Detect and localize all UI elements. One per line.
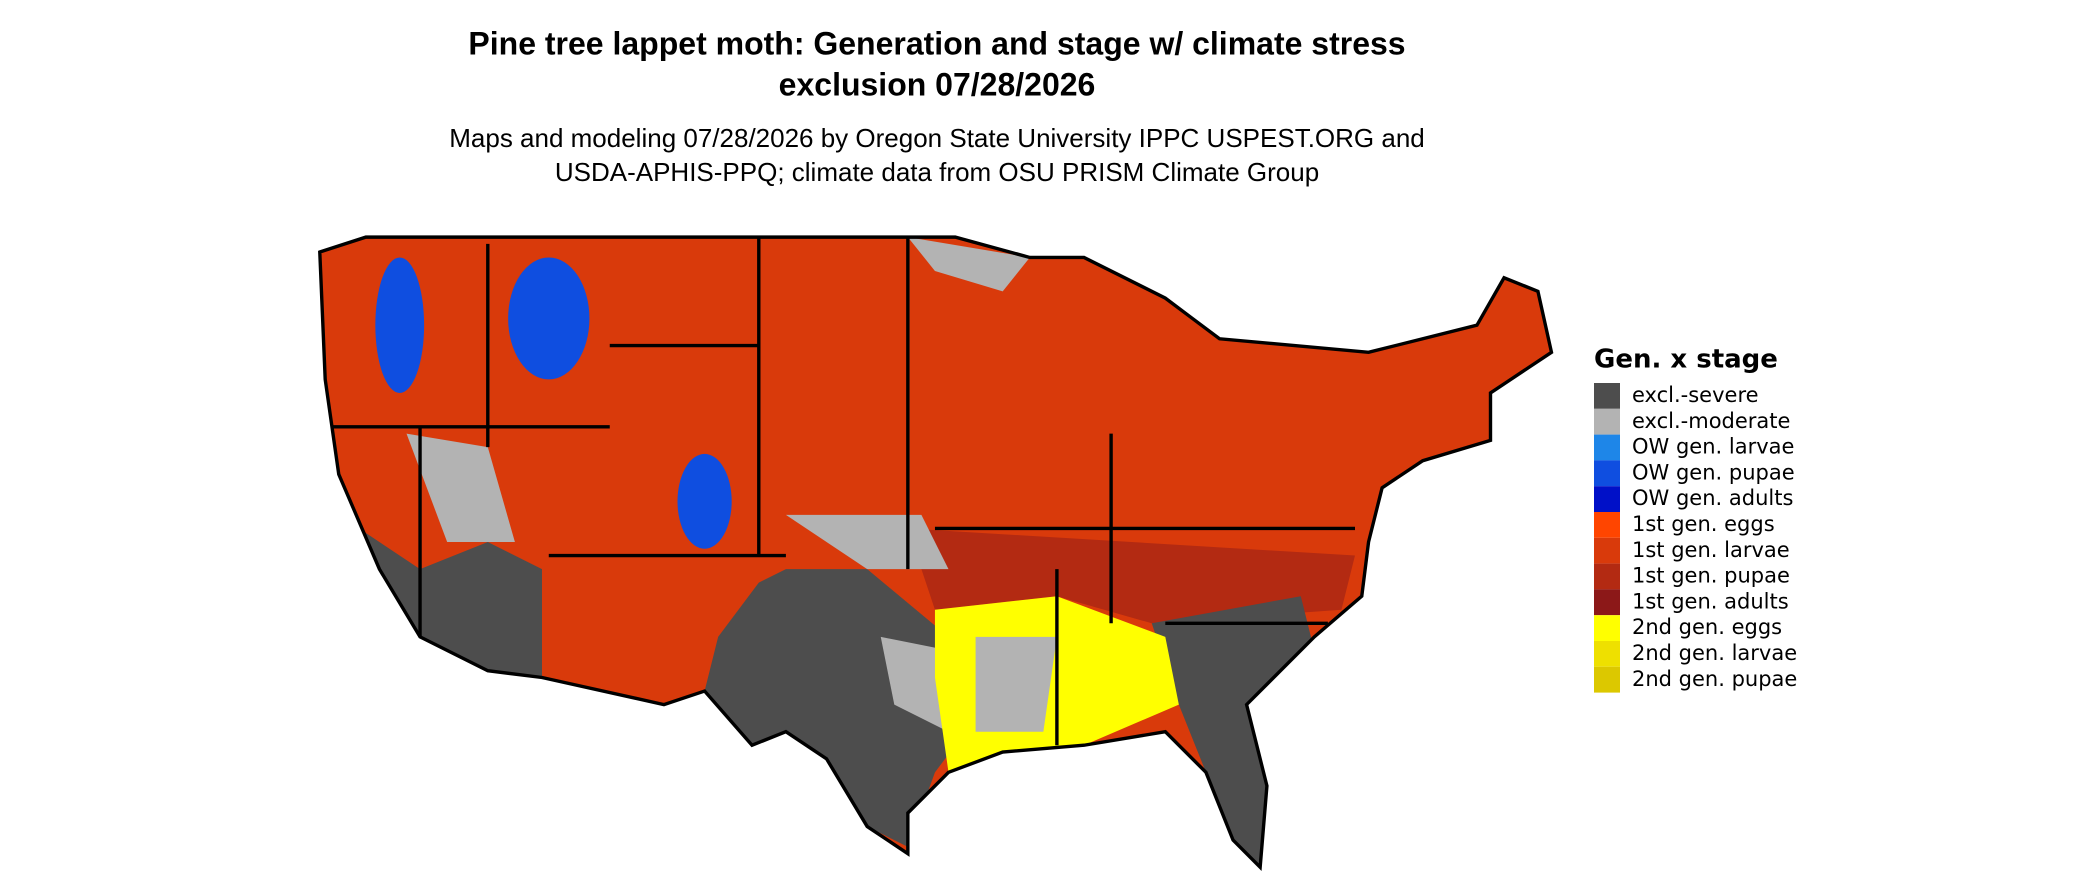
legend-label: 1st gen. adults	[1632, 589, 1789, 613]
us-map	[318, 235, 1554, 871]
region	[975, 636, 1057, 732]
region	[704, 569, 976, 847]
legend-swatch	[1594, 666, 1620, 693]
legend-swatch	[1594, 537, 1620, 564]
subtitle: Maps and modeling 07/28/2026 by Oregon S…	[449, 123, 1425, 153]
region	[508, 257, 590, 380]
legend-label: 1st gen. pupae	[1632, 564, 1790, 588]
subtitle: USDA-APHIS-PPQ; climate data from OSU PR…	[555, 157, 1319, 187]
legend-swatch	[1594, 408, 1620, 435]
legend-label: 2nd gen. pupae	[1632, 667, 1797, 691]
region	[677, 453, 732, 549]
region	[406, 433, 515, 542]
map-regions	[319, 237, 1552, 868]
legend-swatch	[1594, 486, 1620, 512]
legend-title: Gen. x stage	[1594, 345, 1778, 375]
legend-swatch	[1594, 460, 1620, 487]
legend-label: OW gen. adults	[1632, 486, 1793, 510]
borders	[318, 235, 1554, 871]
legend-label: OW gen. pupae	[1632, 460, 1795, 484]
region	[907, 528, 1355, 624]
legend-label: 1st gen. larvae	[1632, 538, 1790, 562]
legend-label: 2nd gen. eggs	[1632, 615, 1782, 639]
region	[1151, 596, 1315, 868]
title: Pine tree lappet moth: Generation and st…	[468, 25, 1405, 61]
region	[375, 257, 425, 393]
legend-label: OW gen. larvae	[1632, 435, 1794, 459]
title: exclusion 07/28/2026	[779, 66, 1096, 102]
legend-swatch	[1594, 589, 1620, 616]
legend-swatch	[1594, 563, 1620, 590]
legend-label: excl.-severe	[1632, 383, 1759, 407]
legend-swatch	[1594, 383, 1620, 409]
legend-label: excl.-moderate	[1632, 409, 1790, 433]
legend-swatch	[1594, 641, 1620, 667]
legend-swatch	[1594, 615, 1620, 641]
legend-swatch	[1594, 434, 1620, 461]
legend-label: 1st gen. eggs	[1632, 512, 1775, 536]
region	[907, 237, 1030, 292]
legend-label: 2nd gen. larvae	[1632, 641, 1797, 665]
legend-swatch	[1594, 512, 1620, 538]
region	[338, 514, 542, 678]
